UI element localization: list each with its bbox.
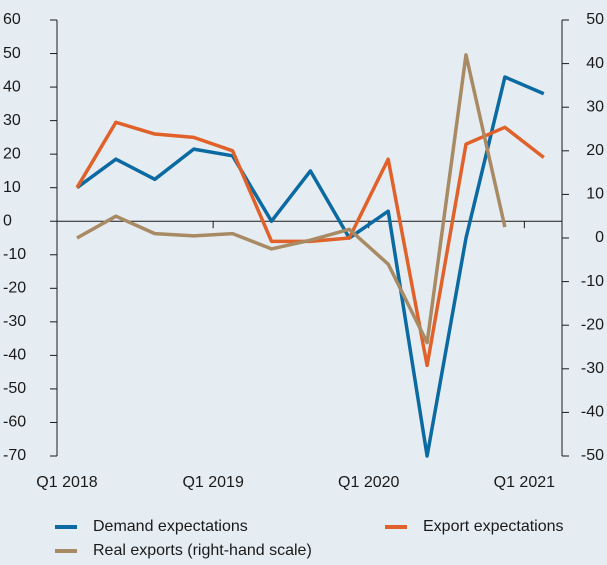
- y2-tick-label: -50: [581, 447, 604, 464]
- y2-tick-label: -40: [581, 404, 604, 421]
- y-tick-label: 30: [3, 112, 21, 129]
- y-tick-label: -10: [3, 246, 26, 263]
- legend-label: Real exports (right-hand scale): [93, 542, 312, 559]
- x-tick-label: Q1 2019: [182, 474, 243, 491]
- y-tick-label: -60: [3, 414, 26, 431]
- y-tick-label: -70: [3, 447, 26, 464]
- y2-tick-label: 0: [595, 229, 604, 246]
- y2-tick-label: 20: [586, 142, 604, 159]
- y-tick-label: -30: [3, 313, 26, 330]
- y2-tick-label: 50: [586, 11, 604, 28]
- series-line: [75, 120, 545, 368]
- x-tick-label: Q1 2018: [36, 474, 97, 491]
- y2-tick-label: 10: [586, 186, 604, 203]
- y-tick-label: -20: [3, 280, 26, 297]
- y-tick-label: 50: [3, 45, 21, 62]
- y-tick-label: 10: [3, 179, 21, 196]
- series-line: [75, 75, 545, 458]
- x-tick-label: Q1 2021: [494, 474, 555, 491]
- y-tick-label: 60: [3, 11, 21, 28]
- y2-tick-label: 30: [586, 98, 604, 115]
- y-tick-label: 0: [3, 212, 12, 229]
- legend-label: Export expectations: [423, 518, 564, 535]
- y2-tick-label: -30: [581, 360, 604, 377]
- x-tick-label: Q1 2020: [338, 474, 399, 491]
- y-tick-label: -50: [3, 380, 26, 397]
- y-tick-label: 20: [3, 145, 21, 162]
- y2-tick-label: -10: [581, 273, 604, 290]
- y2-tick-label: 40: [586, 55, 604, 72]
- y-tick-label: -40: [3, 347, 26, 364]
- series-line: [76, 53, 507, 345]
- legend-label: Demand expectations: [93, 518, 248, 535]
- y2-tick-label: -20: [581, 316, 604, 333]
- y-tick-label: 40: [3, 78, 21, 95]
